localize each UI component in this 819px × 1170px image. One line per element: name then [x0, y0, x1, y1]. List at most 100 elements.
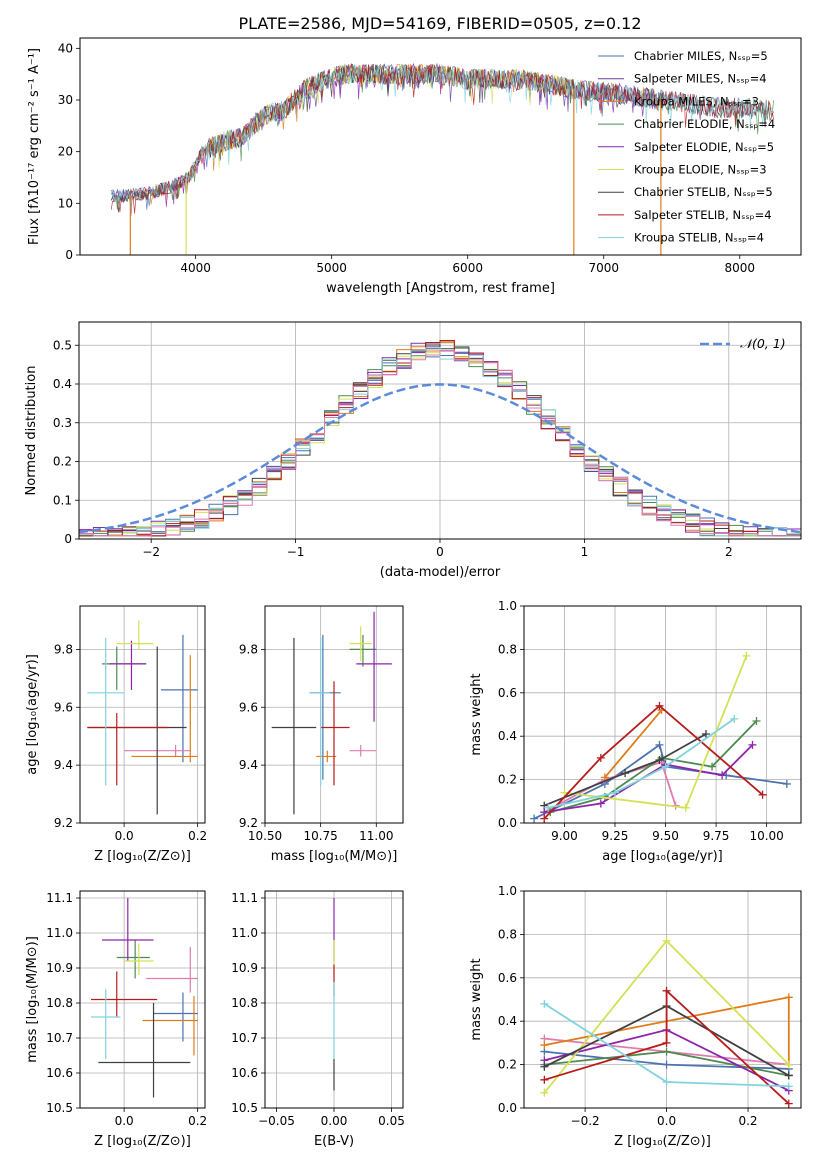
histogram-hist_extra	[79, 350, 801, 537]
plot-area	[530, 651, 791, 823]
legend-entry-label: Kroupa MILES, Nₛₛₚ=3	[634, 94, 759, 108]
y-tick-label: 0.5	[53, 338, 72, 352]
charts-container: 4000 5000 6000 7000 8000010203040wavelength …	[24, 37, 802, 1149]
y-tick-label: 0.0	[498, 1101, 517, 1115]
weight-marker	[708, 762, 717, 771]
y-tick-label: 10	[58, 196, 73, 210]
y-tick-label: 9.6	[239, 700, 258, 714]
y-tick-label: 40	[58, 41, 73, 55]
weight-marker	[784, 1071, 793, 1080]
y-tick-label: 0.2	[498, 773, 517, 787]
y-tick-label: 0	[64, 532, 72, 546]
weight-marker	[655, 756, 664, 765]
spectrum-line-krou_stelib	[110, 63, 774, 209]
plot-area	[91, 898, 198, 1098]
histogram-salp_stelib	[79, 340, 801, 537]
weight-marker	[540, 1041, 549, 1050]
panel-weight_vs_Z: −0.2 0.0 0.2 0.0 0.2 0.4 0.6 0.8 1.0 Z [log₁₀(Z/Z…	[469, 884, 802, 1149]
legend-entry-label: Chabrier MILES, Nₛₛₚ=5	[634, 49, 768, 63]
panel-frame	[79, 890, 206, 1109]
legend-entry-label: Kroupa ELODIE, Nₛₛₚ=3	[634, 163, 767, 177]
panel-frame	[264, 890, 404, 1109]
weight-marker	[540, 1088, 549, 1097]
panel-mass_vs_Z: 0.0 0.2 10.5 10.6 10.7 10.8 10.9 11.0 11.1 Z [log…	[25, 890, 207, 1149]
weight-marker	[600, 773, 609, 782]
plot-area	[110, 62, 775, 255]
weight-marker	[662, 1047, 671, 1056]
panel-frame	[79, 605, 206, 824]
weight-marker	[530, 814, 539, 823]
weight-marker	[662, 1060, 671, 1069]
y-tick-label: 9.6	[54, 700, 73, 714]
x-tick-label: 10.00	[749, 829, 783, 843]
y-tick-label: 0.0	[498, 816, 517, 830]
y-tick-label: 11.1	[46, 891, 73, 905]
weight-marker	[661, 762, 670, 771]
y-tick-label: 10.9	[46, 961, 73, 975]
y-tick-label: 10.6	[231, 1066, 258, 1080]
panel-age_vs_Z: 0.0 0.2 9.2 9.4 9.6 9.8 Z [log₁₀(Z/Z⊙)] age [lo…	[25, 605, 207, 864]
y-tick-label: 10.7	[231, 1031, 258, 1045]
weight-marker	[748, 740, 757, 749]
y-tick-label: 9.8	[239, 642, 258, 656]
x-tick-label: 0.05	[378, 1114, 405, 1128]
x-tick-label: 10.50	[248, 829, 282, 843]
weight-marker	[662, 986, 671, 995]
weight-marker	[681, 803, 690, 812]
x-tick-label: 0.2	[188, 1114, 207, 1128]
y-tick-label: 11.0	[46, 926, 73, 940]
y-tick-label: 0.1	[53, 493, 72, 507]
weight-marker	[784, 993, 793, 1002]
y-axis-label: mass weight	[469, 673, 484, 755]
x-axis-label: mass [log₁₀(M/M⊙)]	[271, 849, 398, 864]
y-tick-label: 10.5	[46, 1101, 73, 1115]
weight-marker	[758, 790, 767, 799]
x-tick-label: 0.2	[738, 1114, 757, 1128]
y-tick-label: 0.6	[498, 686, 517, 700]
x-tick-label: 8000	[725, 261, 756, 275]
weight-marker	[662, 1077, 671, 1086]
x-tick-label: −0.2	[571, 1114, 600, 1128]
plot-area	[87, 620, 198, 815]
y-tick-label: 1.0	[498, 884, 517, 898]
y-tick-label: 11.0	[231, 926, 258, 940]
y-tick-label: 20	[58, 145, 73, 159]
panel-age_vs_mass: 10.50 10.75 11.00 9.2 9.4 9.6 9.8 mass [log₁₀(M…	[239, 605, 404, 864]
x-tick-label: 0.00	[321, 1114, 348, 1128]
spectrum-line-salp_stelib	[110, 62, 775, 214]
weight-marker	[662, 936, 671, 945]
y-tick-label: 10.9	[231, 961, 258, 975]
legend-entry-label: Kroupa STELIB, Nₛₛₚ=4	[634, 231, 764, 245]
weight-marker	[784, 1060, 793, 1069]
weight-marker	[540, 1062, 549, 1071]
legend-entry-label: Salpeter ELODIE, Nₛₛₚ=5	[634, 140, 774, 154]
weight-marker	[784, 1099, 793, 1108]
x-tick-label: 0.0	[115, 1114, 134, 1128]
x-tick-label: −1	[287, 545, 305, 559]
weight-marker	[655, 740, 664, 749]
weight-marker	[718, 771, 727, 780]
y-tick-label: 0.2	[53, 455, 72, 469]
weight-marker	[596, 799, 605, 808]
x-tick-label: 9.50	[652, 829, 679, 843]
weight-line-chab_stelib	[543, 733, 707, 807]
weight-marker	[784, 1082, 793, 1091]
weight-marker	[610, 788, 619, 797]
weight-marker	[730, 714, 739, 723]
y-tick-label: 10.7	[46, 1031, 73, 1045]
x-tick-label: 9.00	[551, 829, 578, 843]
panel-frame	[523, 890, 802, 1109]
x-tick-label: −2	[142, 545, 160, 559]
legend-entry-label: Salpeter STELIB, Nₛₛₚ=4	[634, 208, 772, 222]
panel-frame	[78, 321, 802, 540]
y-tick-label: 0.2	[498, 1058, 517, 1072]
y-tick-label: 0.3	[53, 416, 72, 430]
y-axis-label: Normed distribution	[24, 366, 39, 496]
y-tick-label: 9.2	[54, 816, 73, 830]
weight-line-krou_elodie	[564, 655, 748, 809]
x-tick-label: 1	[581, 545, 589, 559]
x-tick-label: 10.75	[303, 829, 337, 843]
y-tick-label: 10.8	[231, 996, 258, 1010]
x-tick-label: −0.05	[258, 1114, 295, 1128]
